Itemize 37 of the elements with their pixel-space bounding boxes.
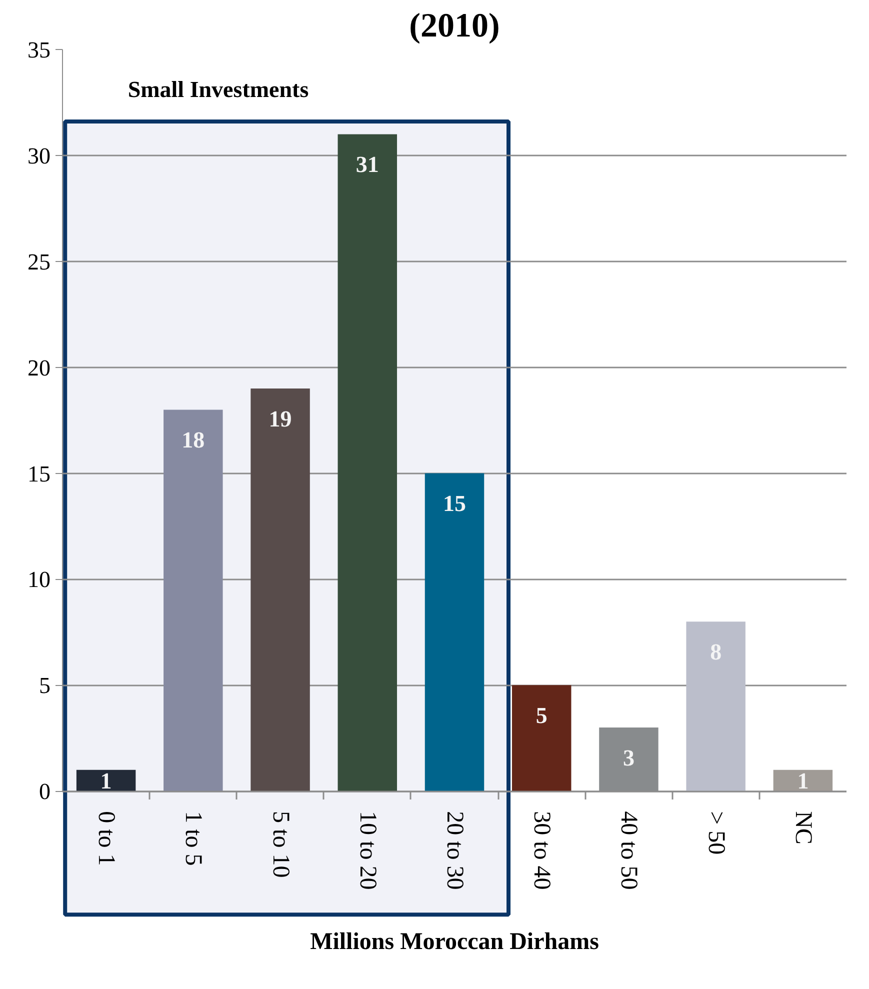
y-tick-label: 5 xyxy=(39,673,50,698)
x-tick-label: 10 to 20 xyxy=(354,811,380,890)
y-tick-label: 35 xyxy=(28,38,50,62)
bar xyxy=(250,388,310,792)
data-label: 19 xyxy=(268,406,292,432)
data-label: 8 xyxy=(710,639,722,664)
bar xyxy=(686,622,746,792)
bar xyxy=(338,134,398,792)
x-tick-label: 40 to 50 xyxy=(616,811,642,890)
data-label: 18 xyxy=(182,428,205,453)
x-tick-label: 30 to 40 xyxy=(528,811,555,890)
y-tick-label: 30 xyxy=(28,143,50,168)
x-axis-title: Millions Moroccan Dirhams xyxy=(310,929,599,956)
y-tick-label: 10 xyxy=(28,567,50,592)
y-tick-label: 25 xyxy=(28,249,50,274)
x-tick-label: NC xyxy=(790,811,816,844)
x-tick-label: 1 to 5 xyxy=(180,811,206,866)
x-tick-label: > 50 xyxy=(702,811,729,855)
y-tick-label: 0 xyxy=(39,779,50,804)
y-tick-label: 15 xyxy=(28,461,50,486)
x-tick-label: 20 to 30 xyxy=(442,811,468,890)
x-tick-label: 5 to 10 xyxy=(267,811,294,878)
data-label: 3 xyxy=(622,745,634,770)
x-tick-label: 0 to 1 xyxy=(93,811,120,866)
data-label: 31 xyxy=(356,152,379,178)
bar xyxy=(424,473,484,792)
data-label: 1 xyxy=(100,768,112,794)
data-label: 1 xyxy=(797,768,809,794)
bar xyxy=(164,410,223,792)
bar xyxy=(512,685,572,792)
y-tick-label: 20 xyxy=(28,355,50,380)
chart-title: (2010) xyxy=(409,8,500,44)
data-label: 5 xyxy=(536,703,548,728)
band-label: Small Investments xyxy=(128,77,309,102)
bar xyxy=(773,770,833,792)
bar xyxy=(76,770,136,792)
data-label: 15 xyxy=(443,491,466,516)
